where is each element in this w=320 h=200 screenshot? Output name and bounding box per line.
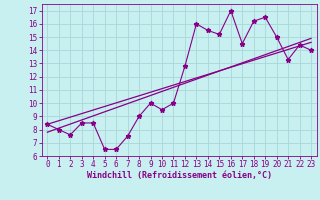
X-axis label: Windchill (Refroidissement éolien,°C): Windchill (Refroidissement éolien,°C) bbox=[87, 171, 272, 180]
